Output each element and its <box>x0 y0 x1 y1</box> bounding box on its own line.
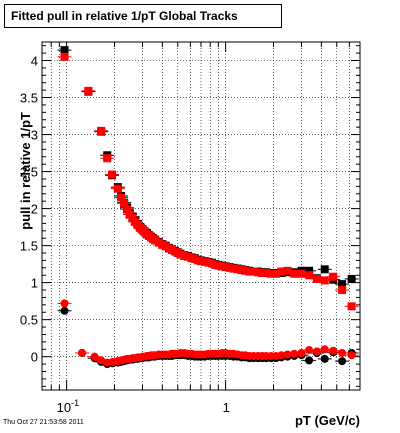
data-point <box>103 154 112 163</box>
data-point <box>320 354 329 363</box>
data-point <box>329 346 338 355</box>
data-point <box>338 286 347 295</box>
data-point <box>347 302 356 311</box>
data-point <box>305 346 314 355</box>
data-point <box>90 352 99 361</box>
data-point <box>120 199 129 208</box>
x-tick-exponent: -1 <box>71 398 79 408</box>
y-axis-label: pull in relative 1/pT <box>18 112 33 230</box>
data-point <box>329 272 338 281</box>
timestamp: Thu Oct 27 21:53:58 2011 <box>3 419 84 426</box>
data-point <box>283 350 292 359</box>
plot-frame <box>41 41 361 391</box>
data-point <box>312 347 321 356</box>
data-point <box>305 271 314 280</box>
data-point <box>347 351 356 360</box>
data-point <box>60 299 69 308</box>
data-point <box>241 266 250 275</box>
data-point <box>338 357 347 366</box>
data-point <box>338 348 347 357</box>
data-point <box>117 193 126 202</box>
series-0 <box>57 46 359 289</box>
data-point <box>97 126 106 135</box>
data-point <box>320 276 329 285</box>
data-point <box>271 269 280 278</box>
y-tick-label: 2.5 <box>20 165 38 180</box>
data-point <box>78 348 87 357</box>
data-point <box>312 274 321 283</box>
data-point <box>262 269 271 278</box>
x-tick-base: 1 <box>223 400 230 415</box>
data-point <box>249 267 258 276</box>
data-point <box>229 264 238 273</box>
data-point <box>320 345 329 354</box>
data-point <box>113 184 122 193</box>
data-point <box>123 205 132 214</box>
y-tick-labels: 0 0.5 1 1.5 2 2.5 3 3.5 4 <box>20 54 38 365</box>
x-tick-labels: 10-1 1 <box>57 398 230 415</box>
y-tick-label: 1 <box>31 276 38 291</box>
data-point <box>305 356 314 365</box>
y-tick-label: 0 <box>31 350 38 365</box>
data-marks <box>57 46 359 369</box>
data-point <box>283 266 292 275</box>
axis-ticks <box>42 42 360 390</box>
data-point <box>60 52 69 61</box>
y-tick-label: 3.5 <box>20 91 38 106</box>
data-point <box>290 349 299 358</box>
data-point <box>84 86 93 95</box>
chart-title: Fitted pull in relative 1/pT Global Trac… <box>4 4 282 28</box>
data-point <box>297 348 306 357</box>
x-tick-label: 10-1 <box>57 398 79 415</box>
y-tick-label: 0.5 <box>20 313 38 328</box>
x-tick-base: 10 <box>57 400 71 415</box>
data-point <box>277 267 286 276</box>
grid-lines <box>42 42 360 390</box>
data-point <box>108 170 117 179</box>
data-point <box>60 306 69 315</box>
series-1 <box>57 52 359 311</box>
data-point <box>347 274 356 283</box>
data-point <box>320 265 329 274</box>
data-point <box>60 46 69 55</box>
data-point <box>297 269 306 278</box>
data-point <box>221 263 230 272</box>
y-tick-label: 1.5 <box>20 239 38 254</box>
data-point <box>277 351 286 360</box>
y-tick-label: 4 <box>31 54 38 69</box>
x-tick-label: 1 <box>223 400 230 415</box>
y-tick-label: 3 <box>31 128 38 143</box>
data-point <box>338 280 347 289</box>
x-axis-label: pT (GeV/c) <box>294 413 360 428</box>
data-point <box>290 269 299 278</box>
series-3 <box>57 299 359 367</box>
data-point <box>254 268 263 277</box>
y-tick-label: 2 <box>31 202 38 217</box>
data-point <box>305 266 314 275</box>
